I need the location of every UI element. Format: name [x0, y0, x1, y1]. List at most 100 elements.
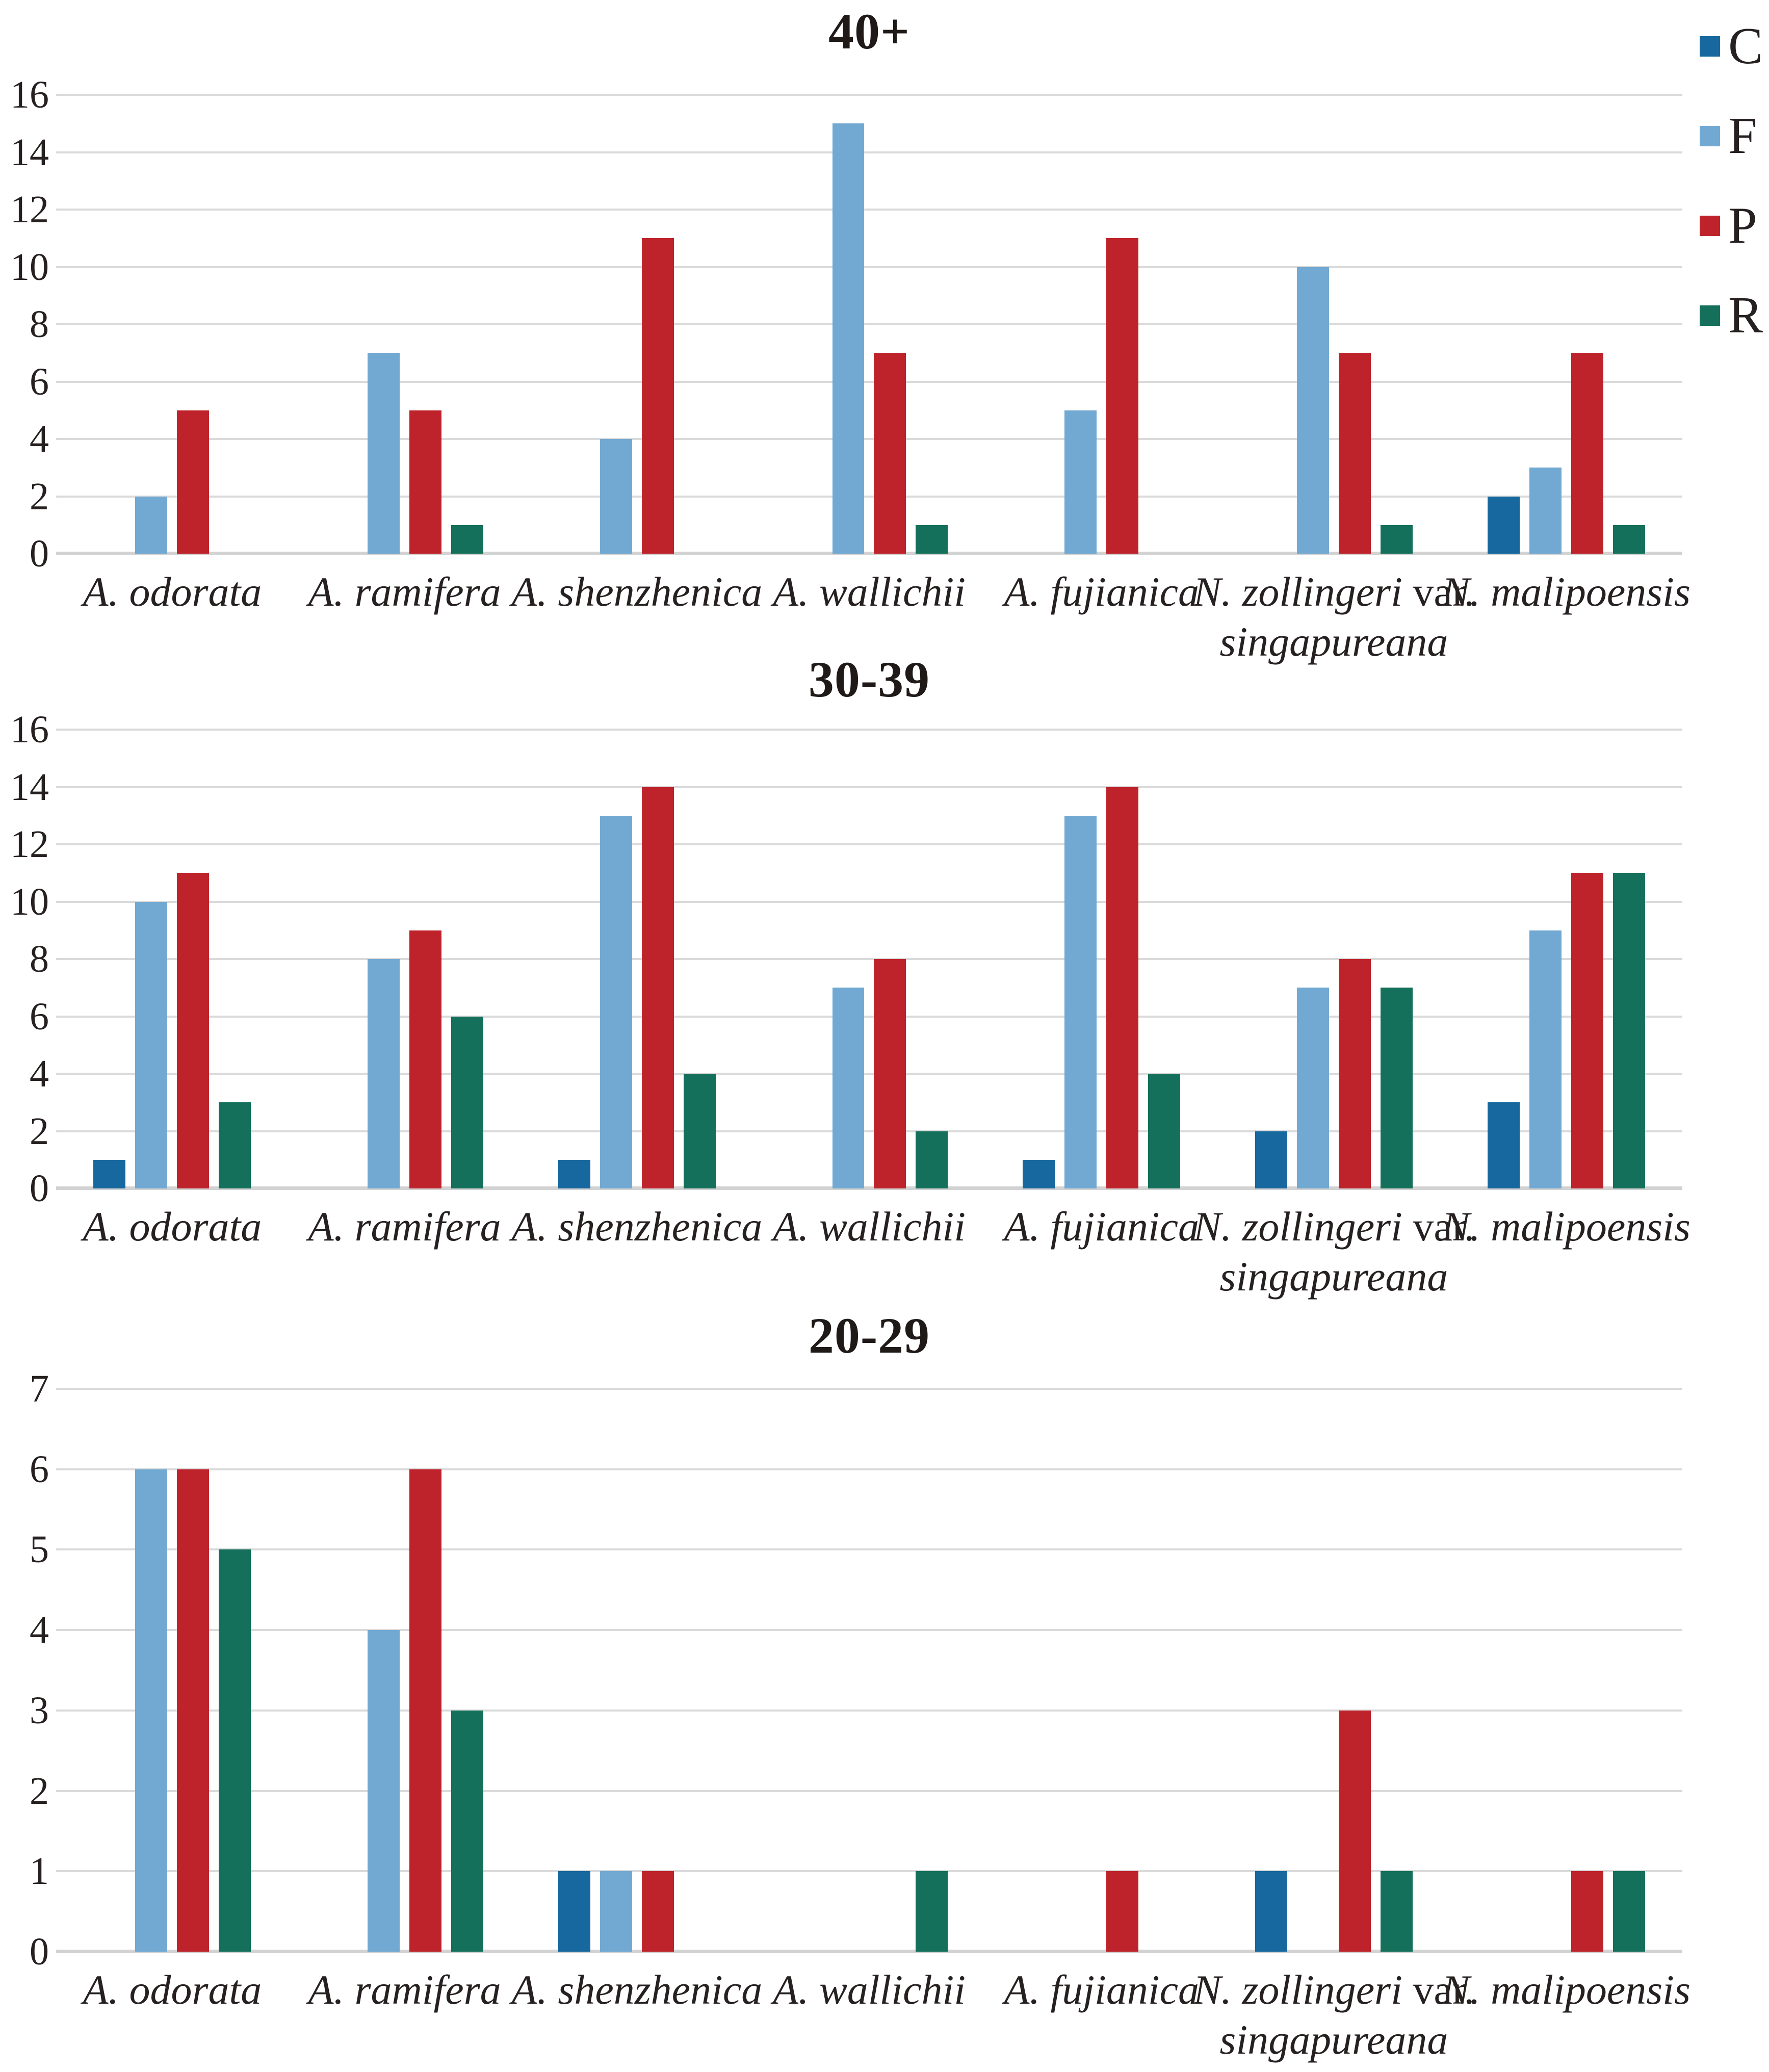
plot-30-39	[56, 729, 1682, 1190]
x-category-label: A. ramifera	[308, 568, 501, 615]
legend-swatch-c	[1699, 36, 1720, 57]
bar-R-6	[1612, 873, 1645, 1188]
gridline	[56, 209, 1682, 211]
x-category-label: A. ramifera	[308, 1203, 501, 1250]
bar-C-5	[1255, 1871, 1287, 1952]
gridline	[56, 1073, 1682, 1075]
bar-F-5	[1296, 988, 1329, 1188]
x-axis-line	[56, 552, 1682, 555]
bar-P-1	[409, 1469, 442, 1952]
x-axis-labels-20-29: A. odorata A. ramifera A. shenzhenica A. wa…	[56, 1952, 1690, 2063]
y-tick-label: 12	[10, 188, 49, 231]
bar-P-0	[177, 873, 210, 1188]
chart-20-29: 20-29 0 1 2 3 4 5 6 7 A. odorata A. ramifera A. s…	[0, 1307, 1769, 2063]
bar-C-2	[558, 1159, 590, 1188]
gridline	[56, 1709, 1682, 1712]
bar-C-6	[1487, 1102, 1520, 1188]
legend-label-f: F	[1728, 107, 1757, 165]
y-tick-label: 4	[30, 1052, 49, 1095]
gridline	[56, 1548, 1682, 1551]
gridline	[56, 266, 1682, 268]
bar-P-0	[177, 1469, 210, 1952]
y-tick-label: 7	[30, 1367, 49, 1410]
bar-F-1	[368, 353, 400, 554]
y-tick-label: 0	[30, 1930, 49, 1973]
y-axis-20-29: 0 1 2 3 4 5 6 7	[0, 1369, 56, 1971]
bar-F-3	[832, 988, 865, 1188]
y-tick-label: 10	[10, 880, 49, 923]
bar-F-3	[832, 123, 865, 554]
gridline	[56, 729, 1682, 731]
bar-P-5	[1338, 1710, 1371, 1952]
x-category-label: N. malipoensis	[1442, 1203, 1690, 1250]
y-tick-label: 16	[10, 708, 49, 751]
gridline	[56, 786, 1682, 788]
gridline	[56, 1790, 1682, 1792]
x-axis-labels-30-39: A. odorata A. ramifera A. shenzhenica A. wa…	[56, 1188, 1690, 1300]
x-category-label: N. zollingeri var. singapureana	[1193, 568, 1475, 665]
chart-area-20-29: 0 1 2 3 4 5 6 7	[0, 1369, 1769, 1971]
bar-P-3	[874, 959, 906, 1188]
legend-swatch-r	[1699, 305, 1720, 326]
y-tick-label: 2	[30, 1109, 49, 1153]
x-category-label: N. malipoensis	[1442, 1966, 1690, 2013]
bar-F-4	[1064, 410, 1097, 554]
chart-title-20-29: 20-29	[808, 1307, 930, 1364]
bar-P-1	[409, 930, 442, 1188]
x-category-label: N. zollingeri var. singapureana	[1193, 1966, 1475, 2063]
bar-P-3	[874, 353, 906, 554]
y-tick-label: 6	[30, 995, 49, 1038]
bar-F-6	[1529, 468, 1562, 554]
x-axis-line	[56, 1186, 1682, 1190]
y-axis-30-39: 0 2 4 6 8 10 12 14 16	[0, 710, 56, 1208]
y-tick-label: 10	[10, 245, 49, 289]
x-axis-labels-40plus: A. odorata A. ramifera A. shenzhenica A. wa…	[56, 554, 1690, 665]
bar-F-5	[1296, 267, 1329, 554]
bar-C-6	[1487, 496, 1520, 554]
gridline	[56, 1468, 1682, 1470]
x-category-label: A. fujianica	[1004, 568, 1200, 615]
bar-C-4	[1023, 1159, 1055, 1188]
gridline	[56, 1629, 1682, 1631]
bar-P-0	[177, 410, 210, 554]
gridline	[56, 958, 1682, 960]
bar-R-2	[683, 1074, 716, 1188]
y-tick-label: 2	[30, 1769, 49, 1812]
x-category-label: A. odorata	[83, 568, 262, 615]
x-category-label: A. wallichii	[772, 1966, 966, 2013]
chart-40plus: 40+ 0 2 4 6 8 10 12 14 16 A. odorata A. ramifera A…	[0, 4, 1769, 665]
x-category-label: A. ramifera	[308, 1966, 501, 2013]
y-tick-label: 14	[10, 765, 49, 809]
bar-F-0	[135, 496, 168, 554]
y-tick-label: 3	[30, 1689, 49, 1732]
bar-R-5	[1380, 1871, 1413, 1952]
gridline	[56, 1870, 1682, 1873]
y-tick-label: 12	[10, 823, 49, 866]
bar-R-1	[451, 1710, 484, 1952]
bar-P-5	[1338, 959, 1371, 1188]
y-tick-label: 8	[30, 303, 49, 346]
legend-swatch-f	[1699, 126, 1720, 146]
gridline	[56, 151, 1682, 153]
legend-label-r: R	[1728, 287, 1763, 344]
y-tick-label: 6	[30, 360, 49, 403]
plot-20-29	[56, 1388, 1682, 1953]
bar-R-0	[219, 1102, 251, 1188]
y-tick-label: 4	[30, 1609, 49, 1652]
x-category-label: N. zollingeri var. singapureana	[1193, 1203, 1475, 1300]
bar-F-6	[1529, 930, 1562, 1188]
bar-C-2	[558, 1871, 590, 1952]
plot-40plus	[56, 94, 1682, 555]
x-axis-line	[56, 1950, 1682, 1953]
x-category-label: A. shenzhenica	[511, 568, 763, 615]
y-axis-40plus: 0 2 4 6 8 10 12 14 16	[0, 75, 56, 573]
legend-label-c: C	[1728, 17, 1763, 75]
bar-R-3	[916, 1871, 948, 1952]
bar-F-0	[135, 1469, 168, 1952]
bar-R-5	[1380, 525, 1413, 554]
bar-P-4	[1106, 1871, 1139, 1952]
gridline	[56, 438, 1682, 440]
y-tick-label: 8	[30, 938, 49, 980]
bar-P-4	[1106, 238, 1139, 554]
bar-P-6	[1571, 873, 1603, 1188]
